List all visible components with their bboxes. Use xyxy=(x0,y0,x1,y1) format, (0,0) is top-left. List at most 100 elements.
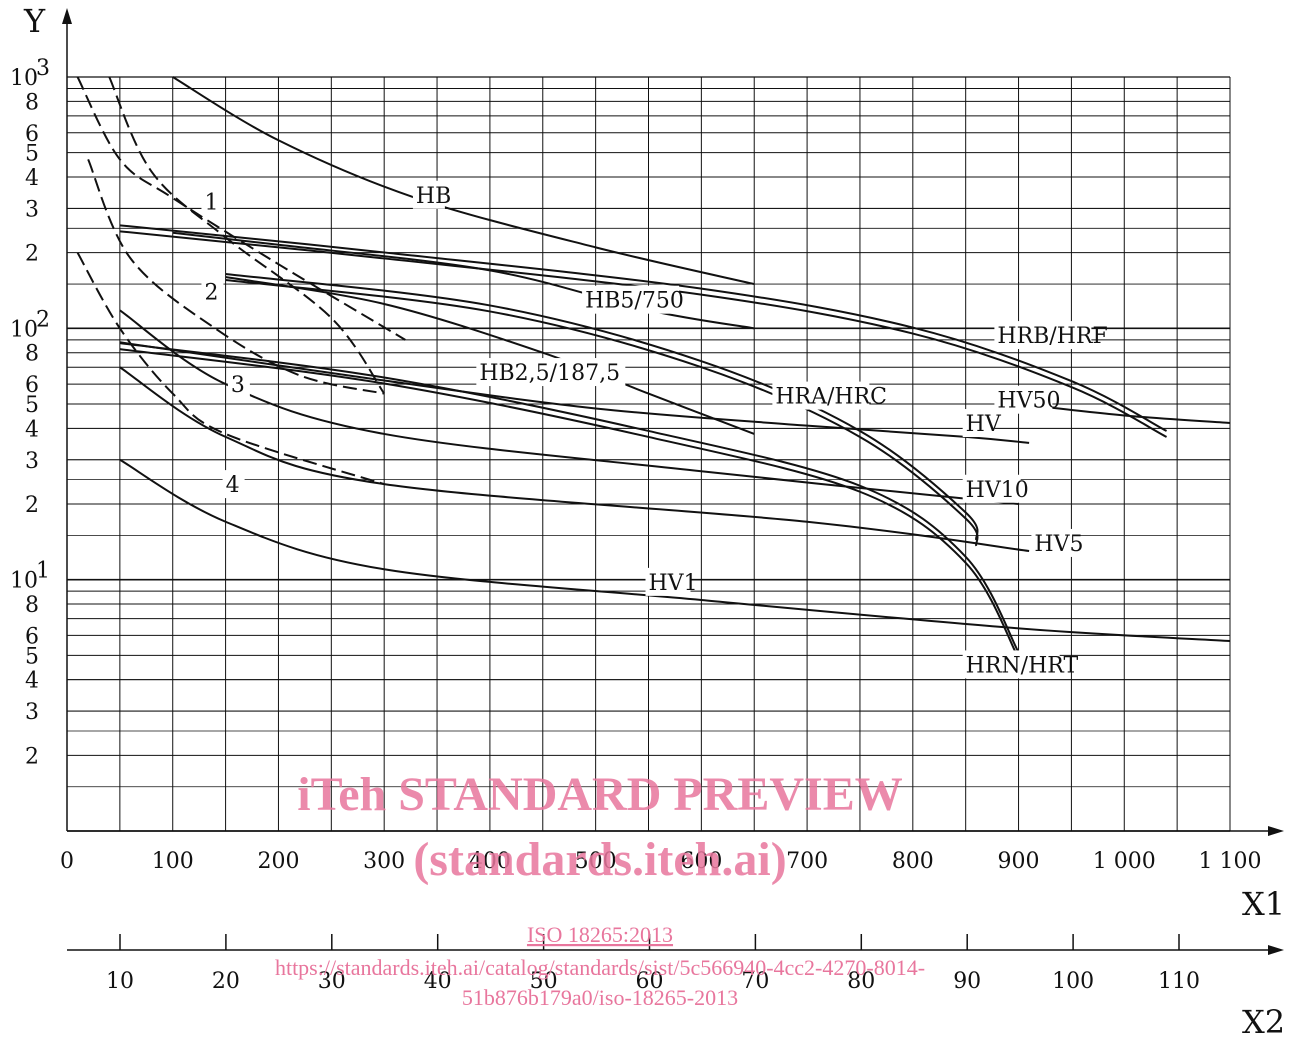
curve-label: HV xyxy=(966,412,1002,437)
x1-tick-label: 900 xyxy=(998,849,1040,874)
y-axis-title: Y xyxy=(23,2,46,40)
y-tick-label: 3 xyxy=(25,197,39,222)
series-hra-hrc-line xyxy=(225,273,979,541)
x1-tick-label: 1 100 xyxy=(1199,849,1262,874)
series-hv-line xyxy=(119,341,1030,444)
y-tick-label: 8 xyxy=(25,593,39,618)
x2-tick-label: 110 xyxy=(1158,969,1200,994)
x1-tick-label: 400 xyxy=(469,849,511,874)
y-tick-label: 4 xyxy=(25,669,39,694)
series-hb5-750-line xyxy=(172,231,755,330)
curve-label: HV5 xyxy=(1034,532,1083,557)
x1-tick-label: 100 xyxy=(152,849,194,874)
y-tick-label: 10 xyxy=(10,66,38,91)
series-hv10-line xyxy=(119,309,1019,506)
x2-tick-label: 90 xyxy=(953,969,981,994)
y-tick-label: 2 xyxy=(25,493,39,518)
x2-tick-label: 50 xyxy=(530,969,558,994)
x1-axis-title: X1 xyxy=(1242,885,1285,923)
x1-tick-label: 800 xyxy=(892,849,934,874)
curve-label: HB2,5/187,5 xyxy=(479,361,620,386)
y-tick-exponent: 2 xyxy=(36,307,50,332)
y-tick-label: 4 xyxy=(25,417,39,442)
x2-tick-label: 60 xyxy=(636,969,664,994)
x2-tick-label: 80 xyxy=(847,969,875,994)
watermark-iso: ISO 18265:2013 xyxy=(527,922,673,947)
series-hb2-5-187-5-line xyxy=(225,276,755,435)
curve-label: 3 xyxy=(231,373,245,398)
y-tick-label: 5 xyxy=(25,393,39,418)
y-axis-arrow xyxy=(62,8,72,24)
series-lines xyxy=(76,76,1231,659)
y-tick-label: 2 xyxy=(25,744,39,769)
curve-label: HB5/750 xyxy=(585,289,684,314)
x1-tick-label: 300 xyxy=(363,849,405,874)
series-1-line xyxy=(76,76,406,341)
y-tick-label: 6 xyxy=(25,624,39,649)
watermark-title: iTeh STANDARD PREVIEW xyxy=(297,768,902,821)
y-tick-label: 10 xyxy=(10,317,38,342)
curve-label-bg xyxy=(962,474,1021,503)
curve-label-bg xyxy=(201,277,224,306)
x1-tick-label: 700 xyxy=(786,849,828,874)
series-hrb-hrf-line xyxy=(119,230,1168,438)
watermark: iTeh STANDARD PREVIEW (standards.iteh.ai)… xyxy=(275,768,925,1010)
curve-label-bg xyxy=(582,285,680,314)
x1-tick-label: 0 xyxy=(60,849,74,874)
x1-tick-label: 600 xyxy=(680,849,722,874)
series-hrn-hrt-line xyxy=(119,342,1020,653)
y-tick-label: 3 xyxy=(25,700,39,725)
curve-label: 4 xyxy=(226,473,240,498)
x2-tick-label: 20 xyxy=(212,969,240,994)
y-tick-label: 4 xyxy=(25,166,39,191)
curve-label: HRN/HRT xyxy=(966,653,1079,678)
x2-axis-arrow xyxy=(1268,945,1284,955)
watermark-url-line1: https://standards.iteh.ai/catalog/standa… xyxy=(275,955,925,980)
series-hrb-hrf-line xyxy=(119,224,1168,432)
x1-tick-label: 500 xyxy=(575,849,617,874)
y-tick-label: 3 xyxy=(25,449,39,474)
curve-label-bg xyxy=(222,470,245,499)
series-4-line xyxy=(76,252,385,486)
x2-axis-title: X2 xyxy=(1242,1003,1285,1039)
x2-tick-label: 100 xyxy=(1052,969,1094,994)
series-hv1-line xyxy=(119,458,1231,643)
curve-label: HB xyxy=(416,184,451,209)
curve-label-bg xyxy=(772,381,870,410)
y-tick-label: 6 xyxy=(25,373,39,398)
y-tick-exponent: 1 xyxy=(36,559,50,584)
series-hra-hrc-line xyxy=(225,279,979,547)
curve-label-bg xyxy=(201,187,224,216)
series-hrn-hrt-line xyxy=(119,348,1020,659)
x2-tick-label: 70 xyxy=(741,969,769,994)
x1-tick-label: 1 000 xyxy=(1093,849,1156,874)
curve-label-bg xyxy=(476,358,626,387)
y-tick-label: 5 xyxy=(25,142,39,167)
watermark-url-line2: 51b876b179a0/iso-18265-2013 xyxy=(462,985,738,1010)
curve-label-bg xyxy=(962,650,1060,679)
curve-label-bg xyxy=(962,409,995,438)
series-3-line xyxy=(87,159,385,395)
grid xyxy=(66,76,1231,832)
y-tick-label: 8 xyxy=(25,342,39,367)
y-tick-label: 6 xyxy=(25,122,39,147)
curve-label-bg xyxy=(412,180,445,209)
curve-label-bg xyxy=(994,321,1092,350)
y-tick-label: 5 xyxy=(25,644,39,669)
curve-label: HV10 xyxy=(966,478,1029,503)
x1-axis-arrow xyxy=(1268,826,1284,836)
curve-label-bg xyxy=(645,567,691,596)
x1-tick-label: 200 xyxy=(257,849,299,874)
series-hv5-line xyxy=(119,366,1030,553)
y-tick-exponent: 3 xyxy=(36,56,50,81)
curve-label: HV50 xyxy=(997,389,1060,414)
curve-label: HV1 xyxy=(649,571,698,596)
watermark-subtitle: (standards.iteh.ai) xyxy=(413,833,786,886)
curve-label-bg xyxy=(994,385,1053,414)
series-2-line xyxy=(108,76,386,395)
x2-tick-label: 10 xyxy=(106,969,134,994)
curve-label-bg xyxy=(227,370,250,399)
